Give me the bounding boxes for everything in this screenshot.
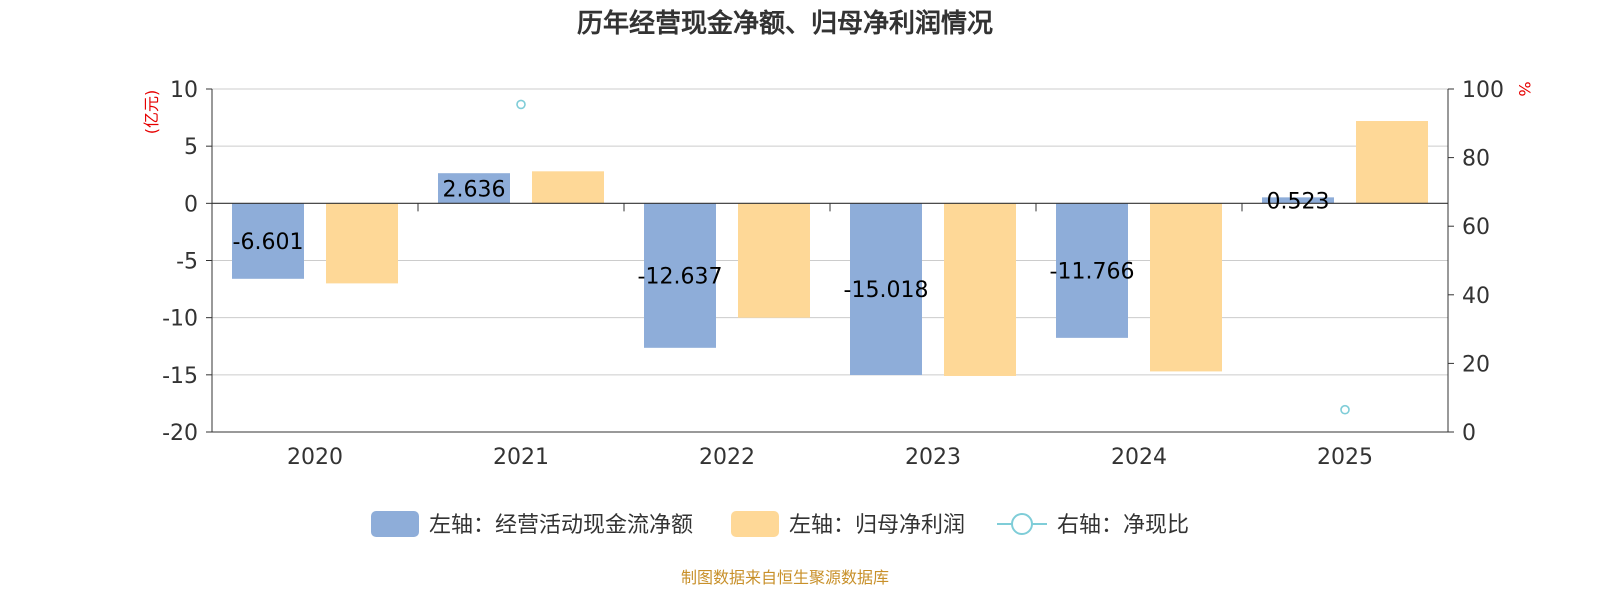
- bar-cashflow: [644, 203, 716, 348]
- legend-swatch-netprofit: [731, 511, 779, 537]
- bar-cashflow: [438, 173, 510, 204]
- right-axis-unit: %: [1515, 81, 1534, 96]
- left-tick-label: -20: [162, 421, 198, 446]
- bar-cashflow: [1262, 197, 1334, 204]
- right-tick-label: 60: [1462, 215, 1490, 240]
- bar-netprofit: [738, 203, 810, 318]
- x-tick-label: 2022: [699, 445, 755, 470]
- data-label: -6.601: [233, 230, 304, 255]
- left-tick-label: 0: [184, 192, 198, 217]
- x-tick-label: 2023: [905, 445, 961, 470]
- scatter-point: [1340, 404, 1350, 415]
- left-tick-label: -5: [176, 250, 198, 275]
- left-tick-label: -10: [162, 307, 198, 332]
- legend-label-ratio: 右轴：净现比: [1057, 513, 1189, 538]
- legend-marker-ratio: [1011, 513, 1033, 535]
- left-tick-label: 10: [170, 78, 198, 103]
- bar-cashflow: [232, 203, 304, 279]
- left-tick-label: 5: [184, 135, 198, 160]
- scatter-point: [516, 99, 526, 110]
- bar-netprofit: [532, 171, 604, 204]
- data-label: -15.018: [844, 278, 929, 303]
- legend-label-netprofit: 左轴：归母净利润: [789, 513, 965, 538]
- right-tick-label: 100: [1462, 78, 1504, 103]
- x-tick-label: 2025: [1317, 445, 1373, 470]
- right-tick-label: 0: [1462, 421, 1476, 446]
- left-axis-unit: (亿元): [142, 90, 161, 135]
- right-tick-label: 20: [1462, 352, 1490, 377]
- bar-netprofit: [1150, 203, 1222, 372]
- data-label: -12.637: [638, 265, 723, 290]
- bar-cashflow: [1056, 203, 1128, 338]
- x-tick-label: 2024: [1111, 445, 1167, 470]
- data-label: 0.523: [1267, 189, 1330, 214]
- bar-netprofit: [944, 203, 1016, 376]
- bar-netprofit: [326, 203, 398, 284]
- source-note: 制图数据来自恒生聚源数据库: [681, 568, 889, 587]
- data-label: -11.766: [1050, 260, 1135, 285]
- left-tick-label: -15: [162, 364, 198, 389]
- bar-cashflow: [850, 203, 922, 376]
- right-tick-label: 40: [1462, 284, 1490, 309]
- chart-title: 历年经营现金净额、归母净利润情况: [577, 8, 993, 39]
- bar-netprofit: [1356, 121, 1428, 204]
- legend-label-cashflow: 左轴：经营活动现金流净额: [429, 513, 693, 538]
- legend-swatch-cashflow: [371, 511, 419, 537]
- data-label: 2.636: [443, 177, 506, 202]
- x-tick-label: 2020: [287, 445, 343, 470]
- right-tick-label: 80: [1462, 147, 1490, 172]
- x-tick-label: 2021: [493, 445, 549, 470]
